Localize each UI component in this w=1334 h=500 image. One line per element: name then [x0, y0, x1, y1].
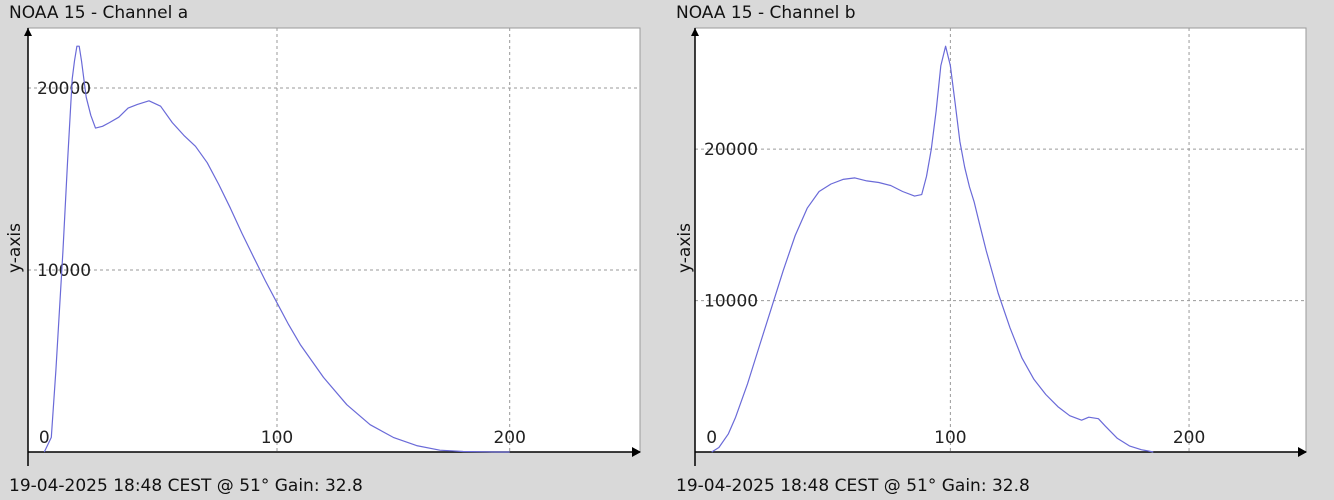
chart-panel-channel-b: NOAA 15 - Channel b 0 100 200 10000 20000 y-a… — [667, 0, 1334, 500]
y-axis-arrow-icon — [691, 28, 699, 36]
x-tick-label: 100 — [934, 428, 966, 448]
series-line — [43, 45, 510, 453]
y-tick-label: 10000 — [704, 292, 758, 312]
y-axis-arrow-icon — [24, 28, 32, 36]
y-tick-label: 20000 — [37, 79, 91, 99]
x-tick-label: 200 — [1173, 428, 1205, 448]
chart-panel-channel-a: NOAA 15 - Channel a 0 100 200 10000 20000 y-a… — [5, 3, 641, 496]
x-tick-label: 0 — [706, 428, 717, 448]
plot-area — [694, 27, 1307, 453]
series-line — [711, 45, 1154, 453]
y-tick-label: 10000 — [37, 261, 91, 281]
line-chart-channel-b: 0 100 200 10000 20000 y-axis — [675, 27, 1307, 466]
x-axis-arrow-icon — [1298, 447, 1307, 457]
y-axis-label: y-axis — [5, 223, 25, 273]
x-tick-label: 100 — [261, 428, 293, 448]
x-tick-label: 0 — [39, 428, 50, 448]
chart-footer: 19-04-2025 18:48 CEST @ 51° Gain: 32.8 — [676, 476, 1030, 496]
chart-footer: 19-04-2025 18:48 CEST @ 51° Gain: 32.8 — [9, 476, 363, 496]
plot-area — [27, 27, 641, 453]
y-axis-label: y-axis — [675, 223, 695, 273]
chart-title: NOAA 15 - Channel a — [9, 3, 189, 23]
line-chart-channel-a: 0 100 200 10000 20000 y-axis — [5, 27, 641, 466]
x-axis-arrow-icon — [632, 447, 641, 457]
x-tick-label: 200 — [493, 428, 525, 448]
y-tick-label: 20000 — [704, 140, 758, 160]
chart-title: NOAA 15 - Channel b — [676, 3, 856, 23]
